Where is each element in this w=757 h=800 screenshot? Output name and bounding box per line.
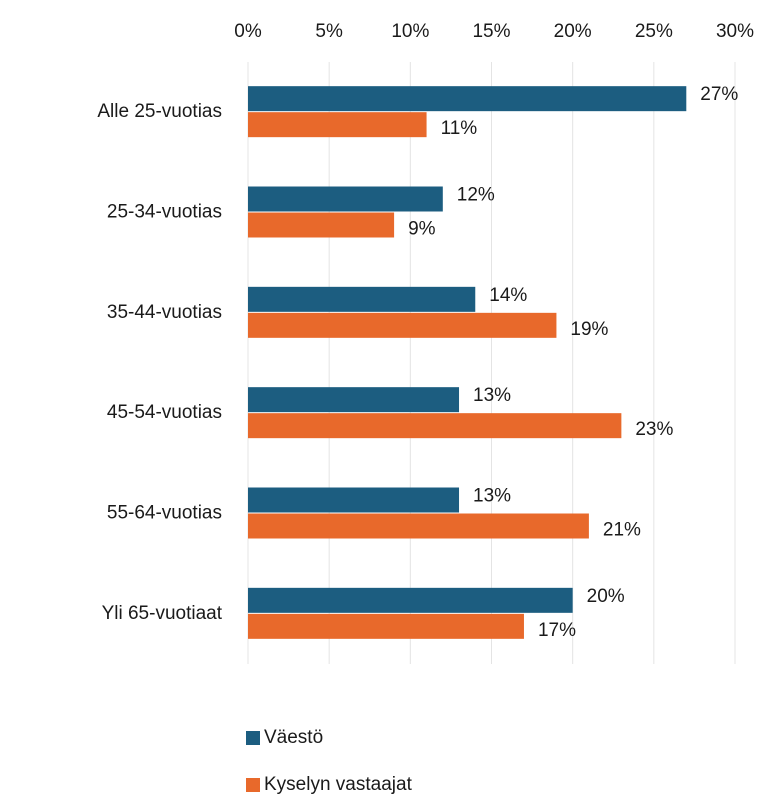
- value-label: 27%: [700, 84, 738, 105]
- x-tick-label: 15%: [472, 21, 510, 42]
- bar: [248, 286, 476, 312]
- category-label: 45-54-vuotias: [107, 402, 222, 423]
- legend-swatch: [246, 778, 260, 792]
- bar: [248, 513, 589, 539]
- bar: [248, 613, 524, 639]
- value-label: 19%: [570, 319, 608, 340]
- legend-swatch: [246, 731, 260, 745]
- category-label: 55-64-vuotias: [107, 503, 222, 524]
- x-tick-label: 10%: [391, 21, 429, 42]
- bar: [248, 186, 443, 212]
- bar: [248, 387, 460, 413]
- value-label: 17%: [538, 620, 576, 641]
- legend-label: Väestö: [264, 727, 323, 748]
- bar: [248, 587, 573, 613]
- legend-label: Kyselyn vastaajat: [264, 774, 413, 795]
- value-label: 13%: [473, 385, 511, 406]
- bar: [248, 312, 557, 338]
- bar: [248, 86, 687, 112]
- value-label: 21%: [603, 520, 641, 541]
- category-label: 35-44-vuotias: [107, 302, 222, 323]
- bar: [248, 413, 622, 439]
- value-label: 11%: [441, 118, 478, 139]
- bar: [248, 212, 395, 238]
- value-label: 13%: [473, 486, 511, 507]
- x-tick-label: 25%: [635, 21, 673, 42]
- category-label: Alle 25-vuotias: [97, 101, 222, 122]
- x-tick-label: 30%: [716, 21, 754, 42]
- x-tick-label: 0%: [234, 21, 262, 42]
- value-label: 14%: [489, 285, 527, 306]
- bar: [248, 487, 460, 513]
- x-tick-label: 20%: [554, 21, 592, 42]
- category-label: Yli 65-vuotiaat: [102, 603, 223, 624]
- value-label: 9%: [408, 219, 436, 240]
- bar: [248, 112, 427, 138]
- category-label: 25-34-vuotias: [107, 202, 222, 223]
- x-tick-label: 5%: [315, 21, 343, 42]
- value-label: 23%: [635, 419, 673, 440]
- value-label: 12%: [457, 185, 495, 206]
- value-label: 20%: [587, 586, 625, 607]
